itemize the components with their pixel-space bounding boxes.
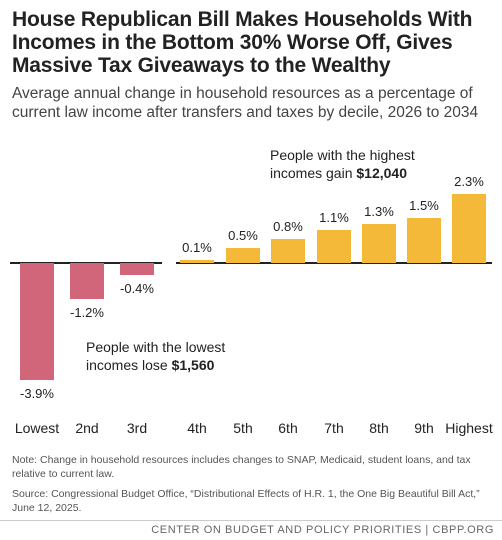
bar-chart: -3.9% Lowest -1.2% 2nd -0.4% 3rd 0.1% 4th 0.5% 5t… <box>10 147 493 436</box>
data-label-4th: 0.1% <box>182 240 212 255</box>
bar-lowest <box>20 263 54 380</box>
bar-9th <box>407 218 441 263</box>
category-label-8th: 8th <box>369 420 388 436</box>
data-label-9th: 1.5% <box>409 198 439 213</box>
category-label-5th: 5th <box>233 420 252 436</box>
data-label-8th: 1.3% <box>364 204 394 219</box>
data-label-2nd: -1.2% <box>70 305 104 320</box>
category-label-9th: 9th <box>414 420 433 436</box>
annotation-text: incomes gain <box>270 165 356 181</box>
bar-6th <box>271 239 305 263</box>
footer-attribution: CENTER ON BUDGET AND POLICY PRIORITIES |… <box>151 524 494 536</box>
category-label-6th: 6th <box>278 420 297 436</box>
annotation-amount: $1,560 <box>172 357 215 373</box>
bar-5th <box>226 248 260 263</box>
bar-highest <box>452 194 486 263</box>
annotation-line: People with the lowest <box>86 339 225 355</box>
annotation-text: incomes lose <box>86 357 172 373</box>
category-label-3rd: 3rd <box>127 420 147 436</box>
chart-subtitle: Average annual change in household resou… <box>12 85 479 121</box>
category-label-7th: 7th <box>324 420 343 436</box>
data-label-lowest: -3.9% <box>20 386 54 401</box>
annotation-line: incomes gain $12,040 <box>270 165 407 181</box>
annotation-line: People with the highest <box>270 147 415 163</box>
chart-source: Source: Congressional Budget Office, “Di… <box>12 488 480 514</box>
category-label-lowest: Lowest <box>15 420 59 436</box>
footer-divider <box>0 520 502 521</box>
data-label-5th: 0.5% <box>228 228 258 243</box>
category-label-2nd: 2nd <box>75 420 98 436</box>
bar-3rd <box>120 263 154 275</box>
bar-4th <box>180 260 214 263</box>
chart-note: Note: Change in household resources incl… <box>12 454 471 480</box>
data-label-7th: 1.1% <box>319 210 349 225</box>
annotation-highest: People with the highest incomes gain $12,… <box>270 147 415 181</box>
chart-title: House Republican Bill Makes Households W… <box>12 8 473 77</box>
bar-7th <box>317 230 351 263</box>
annotation-text: People with the lowest <box>86 339 225 355</box>
data-label-3rd: -0.4% <box>120 281 154 296</box>
data-label-6th: 0.8% <box>273 219 303 234</box>
category-label-4th: 4th <box>187 420 206 436</box>
annotation-lowest: People with the lowest incomes lose $1,56… <box>86 339 225 373</box>
bar-2nd <box>70 263 104 299</box>
bar-8th <box>362 224 396 263</box>
annotation-text: People with the highest <box>270 147 415 163</box>
annotation-amount: $12,040 <box>356 165 407 181</box>
category-label-highest: Highest <box>445 420 493 436</box>
annotation-line: incomes lose $1,560 <box>86 357 215 373</box>
data-label-highest: 2.3% <box>454 174 484 189</box>
